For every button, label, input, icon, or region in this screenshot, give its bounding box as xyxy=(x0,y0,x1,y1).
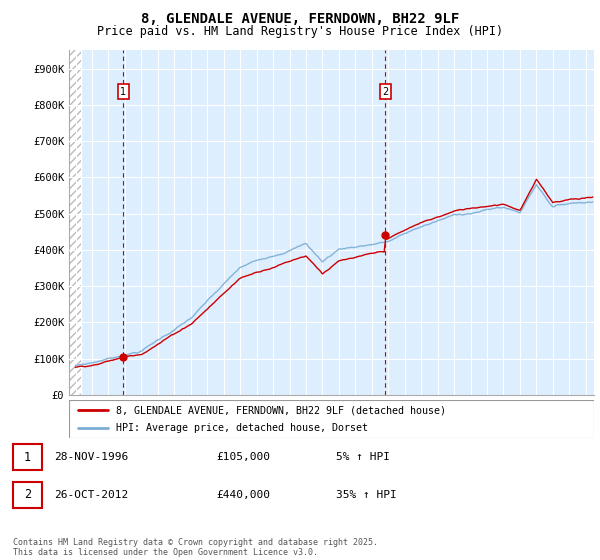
Text: 1: 1 xyxy=(121,87,127,97)
Text: 2: 2 xyxy=(382,87,388,97)
Text: £105,000: £105,000 xyxy=(216,452,270,462)
Text: Price paid vs. HM Land Registry's House Price Index (HPI): Price paid vs. HM Land Registry's House … xyxy=(97,25,503,38)
Bar xyxy=(69,50,80,395)
FancyBboxPatch shape xyxy=(69,400,594,438)
Text: 2: 2 xyxy=(24,488,31,501)
Text: HPI: Average price, detached house, Dorset: HPI: Average price, detached house, Dors… xyxy=(116,423,368,433)
Text: Contains HM Land Registry data © Crown copyright and database right 2025.
This d: Contains HM Land Registry data © Crown c… xyxy=(13,538,378,557)
Text: 26-OCT-2012: 26-OCT-2012 xyxy=(54,490,128,500)
Text: 35% ↑ HPI: 35% ↑ HPI xyxy=(336,490,397,500)
Text: £440,000: £440,000 xyxy=(216,490,270,500)
Text: 8, GLENDALE AVENUE, FERNDOWN, BH22 9LF: 8, GLENDALE AVENUE, FERNDOWN, BH22 9LF xyxy=(141,12,459,26)
Text: 1: 1 xyxy=(24,451,31,464)
Bar xyxy=(69,50,80,395)
FancyBboxPatch shape xyxy=(13,482,42,507)
Text: 28-NOV-1996: 28-NOV-1996 xyxy=(54,452,128,462)
FancyBboxPatch shape xyxy=(13,445,42,470)
Text: 8, GLENDALE AVENUE, FERNDOWN, BH22 9LF (detached house): 8, GLENDALE AVENUE, FERNDOWN, BH22 9LF (… xyxy=(116,405,446,415)
Text: 5% ↑ HPI: 5% ↑ HPI xyxy=(336,452,390,462)
